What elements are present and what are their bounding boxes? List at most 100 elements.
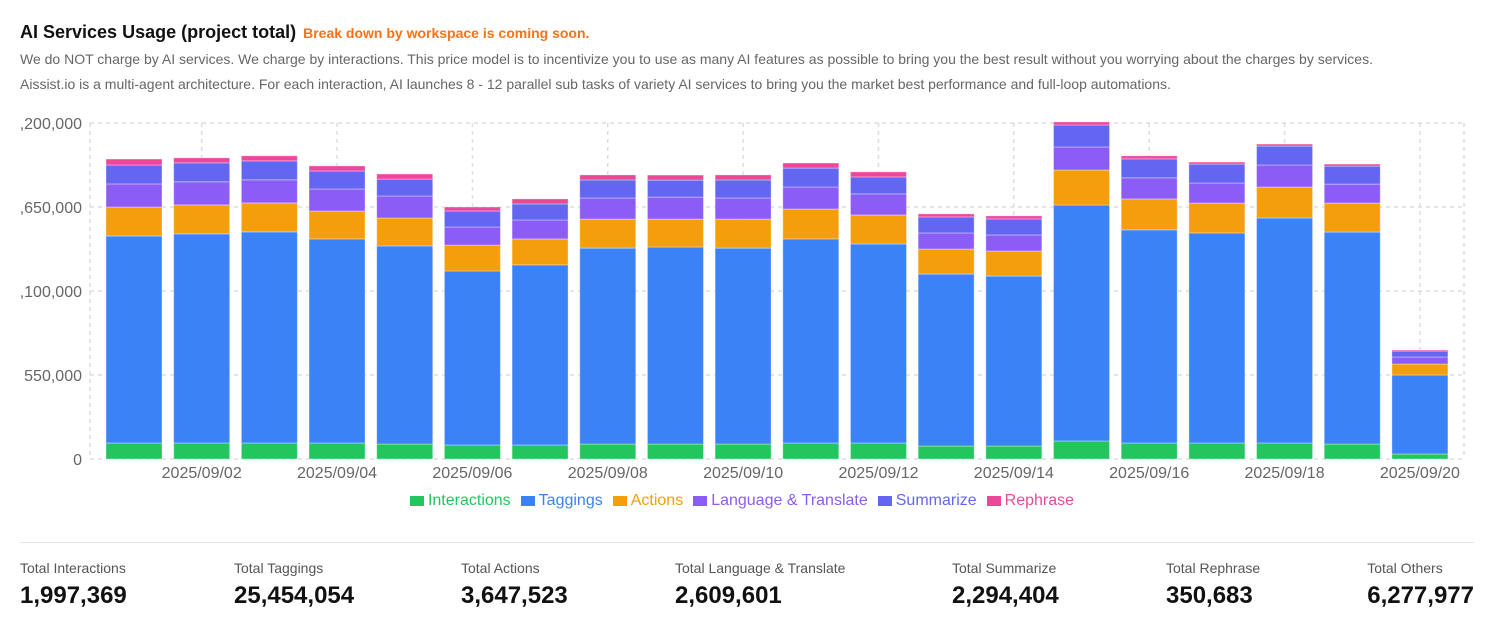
bar-segment-language-translate (443, 226, 501, 246)
bar-segment-interactions (308, 442, 366, 460)
bar-segment-rephrase (646, 174, 704, 181)
stat-label: Total Interactions (20, 560, 126, 576)
bar-segment-taggings (1188, 232, 1246, 444)
legend-item[interactable]: Language & Translate (693, 492, 868, 510)
bar-segment-summarize (714, 179, 772, 199)
x-tick-label: 2025/09/04 (297, 465, 377, 482)
bar-segment-rephrase (443, 206, 501, 212)
bar-segment-rephrase (1120, 155, 1178, 160)
bar-segment-rephrase (1391, 349, 1449, 352)
bar-segment-summarize (1053, 124, 1111, 148)
bar-segment-interactions (849, 442, 907, 460)
bar-segment-taggings (105, 235, 163, 444)
x-tick-label: 2025/09/08 (568, 465, 648, 482)
chart-legend: Interactions Taggings Actions Language & Tr… (0, 492, 1484, 510)
bar-segment-rephrase (714, 174, 772, 181)
y-tick-label: 0 (73, 452, 82, 469)
bar-segment-actions (173, 204, 231, 235)
bar-segment-actions (1323, 202, 1381, 233)
bar-segment-actions (511, 238, 569, 266)
bar-segment-interactions (1053, 440, 1111, 460)
legend-item[interactable]: Interactions (409, 492, 511, 510)
x-tick-label: 2025/09/12 (838, 465, 918, 482)
bar-segment-rephrase (579, 174, 637, 181)
bar-segment-summarize (579, 179, 637, 199)
bar-segment-language-translate (1120, 177, 1178, 200)
bar-segment-taggings (646, 246, 704, 445)
bar-segment-summarize (443, 210, 501, 228)
bar-segment-interactions (1256, 442, 1314, 460)
architecture-description: Aissist.io is a multi-agent architecture… (20, 76, 1171, 92)
stat-card: Total Interactions 1,997,369 (20, 560, 127, 610)
bar-segment-interactions (1120, 442, 1178, 460)
bar-segment-language-translate (511, 219, 569, 240)
y-tick-label: 1,100,000 (11, 284, 82, 301)
stat-value: 1,997,369 (20, 582, 127, 609)
bar-segment-taggings (443, 270, 501, 446)
bar-segment-language-translate (985, 234, 1043, 252)
bar-segment-interactions (376, 443, 434, 460)
bar-segment-actions (1391, 363, 1449, 376)
bar-segment-interactions (917, 445, 975, 460)
bar-segment-rephrase (511, 198, 569, 205)
usage-stacked-bar-chart: 0 550,000 1,100,000 1,650,000 2,200,000 2025/… (11, 116, 1465, 482)
bar-segment-language-translate (173, 181, 231, 206)
coming-soon-note: Break down by workspace is coming soon. (303, 25, 590, 41)
bar-segment-rephrase (1053, 121, 1111, 126)
bar-segment-rephrase (1188, 161, 1246, 165)
bar-segment-summarize (240, 160, 298, 181)
bar-segment-language-translate (714, 197, 772, 220)
pricing-description: We do NOT charge by AI services. We char… (20, 51, 1373, 67)
legend-item[interactable]: Rephrase (986, 492, 1075, 510)
bar-segment-taggings (376, 245, 434, 445)
bar-segment-rephrase (782, 162, 840, 169)
bar-segment-taggings (308, 238, 366, 444)
bar-segment-actions (1120, 198, 1178, 231)
bar-segment-rephrase (1323, 163, 1381, 167)
x-tick-label: 2025/09/10 (703, 465, 783, 482)
legend-swatch (693, 496, 708, 506)
bar-segment-rephrase (173, 157, 231, 164)
bar-segment-taggings (173, 233, 231, 444)
bar-segment-actions (714, 218, 772, 249)
y-tick-label: 550,000 (24, 368, 82, 385)
bar-segment-language-translate (376, 195, 434, 219)
bar-segment-interactions (985, 445, 1043, 460)
bar-segment-interactions (579, 443, 637, 460)
x-tick-label: 2025/09/06 (432, 465, 512, 482)
bar-segment-actions (240, 202, 298, 233)
bar-segment-taggings (985, 275, 1043, 447)
bar-segment-language-translate (1188, 182, 1246, 204)
bar-segment-language-translate (646, 196, 704, 220)
bar-segment-actions (376, 217, 434, 247)
bar-segment-language-translate (579, 197, 637, 220)
legend-swatch (520, 496, 535, 506)
bar-segment-language-translate (849, 193, 907, 216)
legend-label: Rephrase (1004, 492, 1075, 509)
stat-card: Total Rephrase 350,683 (1166, 560, 1260, 610)
bar-segment-language-translate (1053, 146, 1111, 171)
bar-segment-rephrase (105, 158, 163, 166)
bar-segment-interactions (443, 444, 501, 460)
bar-segment-rephrase (376, 173, 434, 180)
bar-segment-actions (443, 244, 501, 272)
legend-item[interactable]: Actions (612, 492, 683, 510)
bar-segment-summarize (985, 218, 1043, 236)
bar-segment-language-translate (917, 232, 975, 250)
bar-segment-actions (849, 214, 907, 245)
bar-segment-summarize (849, 176, 907, 195)
bar-segment-actions (917, 248, 975, 275)
legend-item[interactable]: Summarize (877, 492, 977, 510)
legend-label: Interactions (427, 492, 511, 509)
stat-card: Total Others 6,277,977 (1367, 560, 1474, 610)
legend-item[interactable]: Taggings (520, 492, 603, 510)
bar-segment-actions (105, 206, 163, 237)
bar-segment-rephrase (308, 165, 366, 172)
bar-segment-taggings (849, 243, 907, 444)
bar-segment-taggings (579, 247, 637, 445)
x-tick-label: 2025/09/18 (1245, 465, 1325, 482)
stat-value: 25,454,054 (234, 582, 355, 609)
bar-segment-taggings (917, 273, 975, 447)
bar-segment-summarize (308, 170, 366, 190)
bar-segment-interactions (511, 444, 569, 460)
